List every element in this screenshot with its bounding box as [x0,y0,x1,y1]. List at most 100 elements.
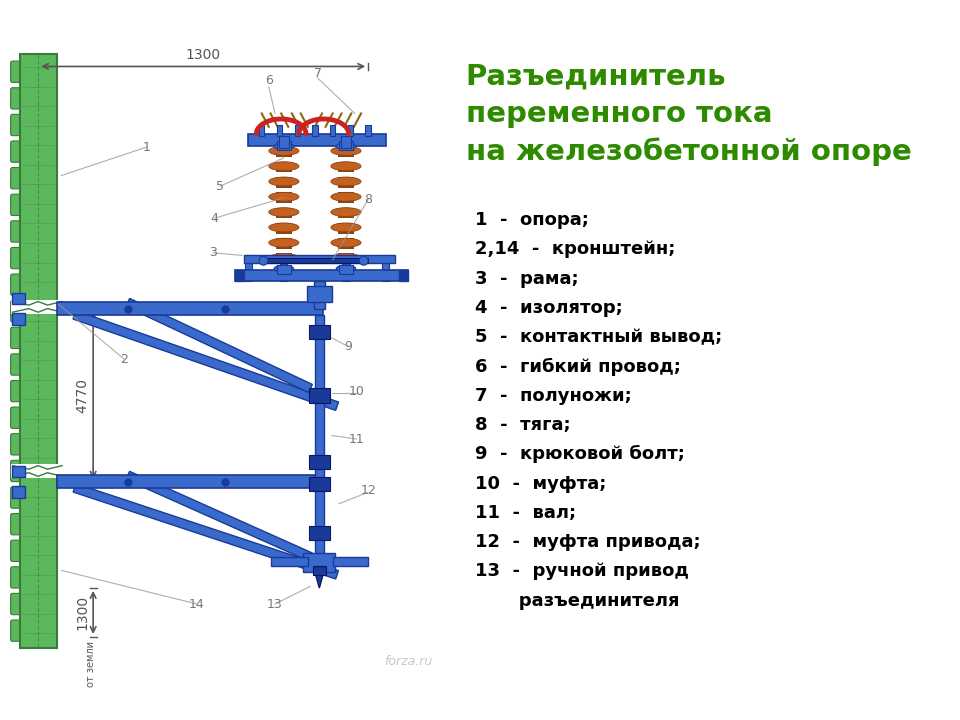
Text: 10: 10 [348,384,365,397]
Ellipse shape [269,207,299,217]
Ellipse shape [269,253,299,262]
FancyBboxPatch shape [11,248,23,269]
Ellipse shape [331,192,361,201]
FancyBboxPatch shape [11,540,23,562]
Bar [338,146,354,157]
Text: 7: 7 [314,67,322,80]
Bar [235,271,408,281]
Bar [338,177,354,188]
Text: на железобетонной опоре: на железобетонной опоре [466,138,911,166]
Text: 12: 12 [360,484,376,497]
Bar [276,161,292,172]
Bar [314,281,324,309]
Bar [57,475,323,488]
Bar [315,315,324,562]
Text: 11: 11 [348,433,365,446]
Bar [12,313,25,325]
FancyBboxPatch shape [11,274,23,295]
Bar [382,256,390,281]
Polygon shape [126,298,312,392]
Bar [235,271,244,281]
FancyBboxPatch shape [11,61,23,82]
Text: переменного тока: переменного тока [466,100,772,128]
Bar [339,265,353,274]
Bar [276,238,292,249]
Polygon shape [126,472,312,561]
Ellipse shape [331,238,361,247]
Bar [338,207,354,218]
FancyBboxPatch shape [11,301,23,322]
FancyBboxPatch shape [11,141,23,162]
Ellipse shape [269,238,299,247]
Bar [278,135,289,148]
Text: Разъединитель: Разъединитель [466,63,726,91]
Ellipse shape [331,146,361,156]
Text: 3  -  рама;: 3 - рама; [474,269,578,287]
Bar [276,141,291,150]
Bar [276,177,292,188]
Bar [11,300,65,314]
Text: 5: 5 [216,180,224,193]
Ellipse shape [269,162,299,171]
FancyBboxPatch shape [11,513,23,535]
Text: 8  -  тяга;: 8 - тяга; [474,416,570,434]
Bar [276,146,292,157]
Text: 7  -  полуножи;: 7 - полуножи; [474,387,632,405]
Text: 11  -  вал;: 11 - вал; [474,504,576,522]
Bar [271,557,308,566]
Bar [280,256,287,281]
Bar [339,141,353,150]
Text: 12  -  муфта привода;: 12 - муфта привода; [474,533,700,551]
Bar [266,258,368,264]
Bar [245,256,252,281]
Bar [330,125,335,135]
Bar [366,125,371,135]
Text: 13: 13 [267,598,283,611]
Bar [309,477,330,491]
Bar [313,566,325,575]
Bar [276,125,282,135]
Bar [249,134,386,146]
Bar [303,552,335,572]
Polygon shape [315,572,324,588]
FancyBboxPatch shape [11,620,23,642]
Bar [338,161,354,172]
Text: 4770: 4770 [76,377,89,413]
Text: 4: 4 [211,212,219,225]
Bar [309,389,330,402]
Bar [276,192,292,203]
Bar [309,455,330,469]
Text: 9  -  крюковой болт;: 9 - крюковой болт; [474,445,684,464]
Ellipse shape [259,256,268,265]
Text: 1: 1 [142,140,151,153]
Bar [338,253,354,264]
Text: 14: 14 [189,598,204,611]
Bar [338,222,354,233]
Bar [309,526,330,540]
Bar [338,192,354,203]
Ellipse shape [275,265,294,272]
Text: 9: 9 [345,341,352,354]
Bar [12,292,25,304]
Ellipse shape [336,143,356,150]
Bar [276,222,292,233]
FancyBboxPatch shape [11,354,23,375]
Bar [57,302,323,315]
Bar [19,54,57,649]
Ellipse shape [331,162,361,171]
Ellipse shape [275,143,294,150]
FancyBboxPatch shape [11,487,23,508]
Polygon shape [73,484,339,579]
Bar [307,287,332,302]
Text: 3: 3 [209,246,217,259]
Bar [338,238,354,249]
Text: 1300: 1300 [185,48,221,62]
FancyBboxPatch shape [11,88,23,109]
Text: 2,14  -  кронштейн;: 2,14 - кронштейн; [474,240,675,258]
FancyBboxPatch shape [11,433,23,455]
Text: 10  -  муфта;: 10 - муфта; [474,474,606,492]
Ellipse shape [331,223,361,232]
Bar [333,557,368,566]
Bar [11,464,65,478]
FancyBboxPatch shape [11,460,23,482]
